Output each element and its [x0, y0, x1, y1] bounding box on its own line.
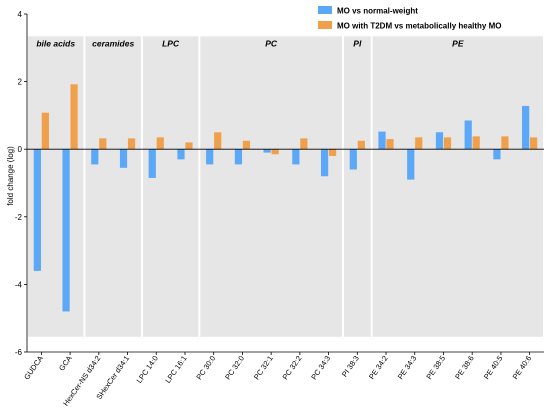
- group-label-1: ceramides: [92, 38, 134, 48]
- bar-s0-16: [493, 149, 501, 160]
- bar-s1-16: [501, 136, 509, 150]
- bar-s1-13: [415, 137, 423, 150]
- group-label-0: bile acids: [36, 38, 75, 48]
- y-axis-title: fold change (log): [6, 146, 15, 206]
- bar-s0-8: [263, 149, 271, 153]
- bar-s0-12: [378, 131, 386, 150]
- category-label-8: PC 32:1: [252, 354, 275, 381]
- bars: [33, 84, 538, 312]
- category-label-6: PC 30:0: [194, 354, 217, 381]
- bar-s1-7: [242, 140, 251, 150]
- category-label-12: PE 34:2: [367, 354, 390, 381]
- y-tick-label--4: -4: [15, 280, 23, 289]
- bar-s0-15: [464, 120, 472, 150]
- bar-s0-6: [206, 149, 214, 165]
- bar-s0-1: [62, 149, 70, 312]
- group-label-2: LPC: [162, 38, 180, 48]
- bar-s0-2: [91, 149, 99, 165]
- bar-s1-0: [41, 112, 49, 150]
- group-panel-4: [343, 36, 371, 337]
- category-label-1: GCA: [57, 354, 74, 372]
- bar-s0-7: [234, 149, 243, 165]
- category-label-16: PE 40:5: [482, 354, 505, 381]
- y-tick-label-4: 4: [18, 10, 23, 19]
- category-label-4: LPC 14:0: [135, 354, 160, 385]
- group-panel-5: [372, 36, 543, 337]
- bar-s0-17: [522, 105, 530, 150]
- bar-s0-13: [407, 149, 415, 180]
- bar-s0-3: [119, 149, 128, 168]
- bar-s1-1: [70, 84, 78, 150]
- bar-s0-11: [349, 149, 357, 170]
- bar-s1-12: [386, 139, 394, 150]
- legend-swatch-0: [318, 6, 332, 14]
- category-label-10: PC 34:3: [309, 354, 332, 381]
- bar-s1-17: [530, 137, 538, 150]
- group-labels: bile acids ceramides LPC PC PI PE: [36, 38, 463, 48]
- bar-s1-5: [185, 142, 193, 150]
- category-label-14: PE 38:5: [424, 354, 447, 381]
- bar-s0-0: [33, 149, 41, 271]
- category-label-5: LPC 16:1: [163, 354, 188, 385]
- group-label-3: PC: [265, 38, 278, 48]
- y-tick-label--6: -6: [15, 348, 23, 357]
- group-panel-1: [85, 36, 141, 337]
- bar-s1-2: [99, 138, 107, 150]
- legend-label-1: MO with T2DM vs metabolically healthy MO: [337, 22, 501, 31]
- bar-s0-10: [320, 149, 329, 177]
- legend-label-0: MO vs normal-weight: [337, 7, 418, 16]
- bar-s0-5: [177, 149, 185, 160]
- bar-s1-9: [300, 138, 308, 150]
- bar-s1-14: [443, 137, 452, 150]
- group-label-4: PI: [353, 38, 362, 48]
- legend: MO vs normal-weight MO with T2DM vs metab…: [318, 6, 501, 31]
- category-label-11: PI 38:3: [340, 354, 361, 379]
- bar-s0-14: [435, 132, 444, 150]
- category-label-17: PE 40:6: [511, 354, 534, 381]
- group-panel-3: [200, 36, 342, 337]
- category-label-7: PC 32:0: [223, 354, 246, 381]
- bar-s1-6: [214, 132, 222, 150]
- group-panel-2: [142, 36, 199, 337]
- bar-s1-11: [357, 140, 365, 150]
- bar-s1-8: [271, 149, 279, 155]
- category-label-13: PE 34:3: [396, 354, 419, 381]
- category-label-15: PE 38:6: [453, 354, 476, 381]
- axes: -6 -4 -2 0 2 4: [15, 10, 544, 357]
- group-backgrounds: [28, 36, 543, 337]
- bar-s1-4: [156, 137, 164, 150]
- y-tick-label-0: 0: [18, 145, 23, 154]
- bar-s0-9: [292, 149, 300, 165]
- category-label-0: GUDCA: [22, 354, 45, 381]
- bar-s0-4: [148, 149, 156, 178]
- legend-swatch-1: [318, 21, 332, 29]
- y-tick-label-2: 2: [18, 78, 23, 87]
- bar-s1-15: [472, 136, 480, 150]
- group-label-5: PE: [452, 38, 464, 48]
- y-tick-label--2: -2: [15, 213, 23, 222]
- category-label-9: PC 32:2: [281, 354, 304, 381]
- bar-s1-10: [328, 149, 337, 156]
- bar-s1-3: [127, 138, 136, 150]
